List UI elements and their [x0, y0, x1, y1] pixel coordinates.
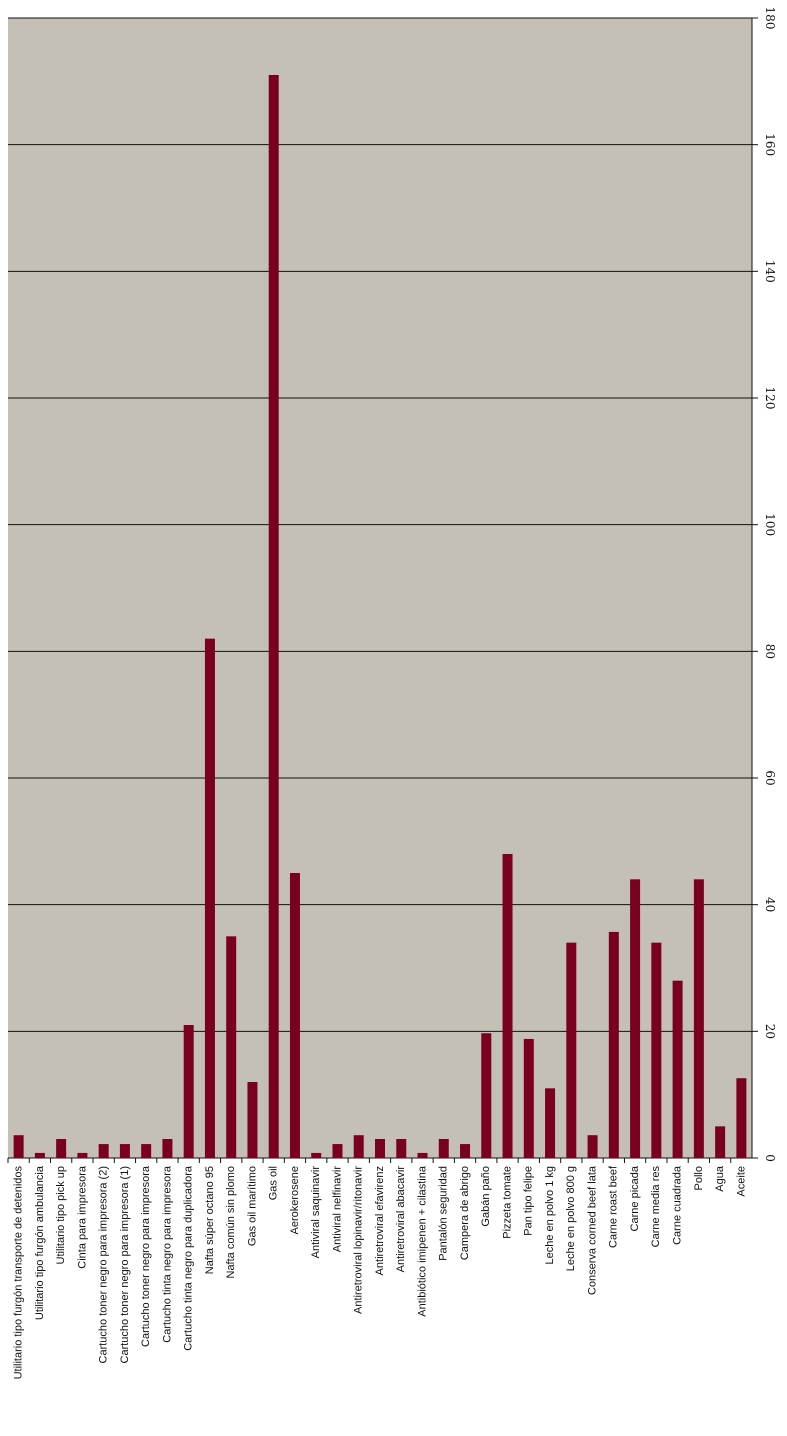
bar [56, 1139, 67, 1158]
y-tick-label: 80 [763, 644, 777, 659]
x-tick-label: Antiretroviral lopinavir/ritonavir [353, 1166, 365, 1314]
x-tick-label: Gabán paño [480, 1166, 492, 1227]
x-tick-label: Pollo [693, 1166, 705, 1190]
bar [34, 1152, 45, 1158]
bar [204, 638, 215, 1158]
bar [98, 1144, 109, 1158]
y-tick-label: 160 [763, 133, 777, 156]
x-tick-label: Pizzeta tomate [501, 1166, 513, 1239]
x-tick-label: Gas oil [268, 1166, 280, 1200]
bar [460, 1144, 471, 1158]
x-tick-label: Conserva corned beef lata [586, 1165, 598, 1295]
bar [311, 1152, 322, 1158]
x-tick-label: Antiviral nelfinavir [331, 1166, 343, 1253]
bar [481, 1033, 492, 1158]
x-tick-label: Nafta súper octano 95 [204, 1166, 216, 1274]
x-tick-label: Carne roast beef [608, 1165, 620, 1248]
x-tick-label: Aerokerosene [289, 1166, 301, 1235]
bar [77, 1152, 88, 1158]
bar [268, 75, 279, 1158]
bar [608, 931, 619, 1158]
bar [736, 1078, 747, 1158]
x-tick-label: Carne cuadrada [672, 1165, 684, 1245]
y-tick-label: 60 [763, 770, 777, 785]
x-tick-label: Pan tipo felipe [523, 1166, 535, 1236]
x-tick-label: Cartucho tinta negro para duplicadora [183, 1165, 195, 1351]
y-tick-label: 120 [763, 387, 777, 410]
plot-area [8, 18, 752, 1158]
x-tick-label: Antiretroviral abacavir [395, 1166, 407, 1273]
x-tick-label: Antiretroviral efavirenz [374, 1166, 386, 1275]
bar [545, 1088, 556, 1158]
x-tick-label: Utilitario tipo furgón ambulancia [34, 1165, 46, 1320]
bar [119, 1144, 130, 1158]
x-tick-label: Gas oil marítimo [246, 1166, 258, 1246]
y-tick-label: 100 [763, 513, 777, 536]
x-tick-label: Campera de abrigo [459, 1166, 471, 1260]
bar [396, 1139, 407, 1158]
x-tick-label: Cartucho toner negro para impresora (2) [98, 1166, 110, 1363]
bar [693, 879, 704, 1158]
bar [502, 854, 513, 1158]
x-tick-label: Cinta para impresora [76, 1165, 88, 1269]
x-tick-label: Carne picada [629, 1165, 641, 1231]
x-tick-label: Aceite [735, 1166, 747, 1197]
x-tick-label: Pantalón seguridad [438, 1166, 450, 1261]
bar [353, 1135, 364, 1158]
x-tick-label: Agua [714, 1165, 726, 1192]
bar [247, 1082, 258, 1158]
bar [672, 980, 683, 1158]
x-tick-label: Leche en polvo 800 g [565, 1166, 577, 1271]
x-tick-label: Cartucho toner negro para impresora (1) [119, 1166, 131, 1363]
bar [226, 936, 237, 1158]
bar [587, 1135, 598, 1158]
bar [141, 1144, 152, 1158]
y-tick-label: 140 [763, 260, 777, 283]
bar [523, 1038, 534, 1158]
bar [651, 942, 662, 1158]
x-tick-label: Carne media res [650, 1166, 662, 1248]
bar [162, 1139, 173, 1158]
bar [715, 1126, 726, 1158]
y-tick-label: 40 [763, 897, 777, 912]
bar [375, 1139, 385, 1158]
bar [13, 1135, 24, 1158]
y-tick-label: 0 [763, 1154, 777, 1162]
bar [332, 1144, 343, 1158]
x-tick-label: Cartucho tinta negro para impresora [161, 1165, 173, 1343]
bar [566, 942, 577, 1158]
x-tick-label: Leche en polvo 1 kg [544, 1166, 556, 1264]
x-tick-label: Antibiótico imipenen + cilastina [416, 1165, 428, 1317]
x-tick-label: Utilitario tipo pick up [55, 1166, 67, 1264]
x-tick-label: Utilitario tipo furgón transporte de det… [13, 1166, 25, 1380]
x-tick-label: Nafta común sin plomo [225, 1166, 237, 1279]
x-tick-label: Cartucho toner negro para impresora [140, 1165, 152, 1347]
bar [438, 1139, 449, 1158]
bar [630, 879, 641, 1158]
bar [417, 1152, 428, 1158]
y-tick-label: 180 [763, 7, 777, 30]
bar [289, 873, 300, 1158]
y-tick-label: 20 [763, 1024, 777, 1039]
bar [183, 1025, 194, 1158]
x-tick-label: Antiviral saquinavir [310, 1166, 322, 1259]
